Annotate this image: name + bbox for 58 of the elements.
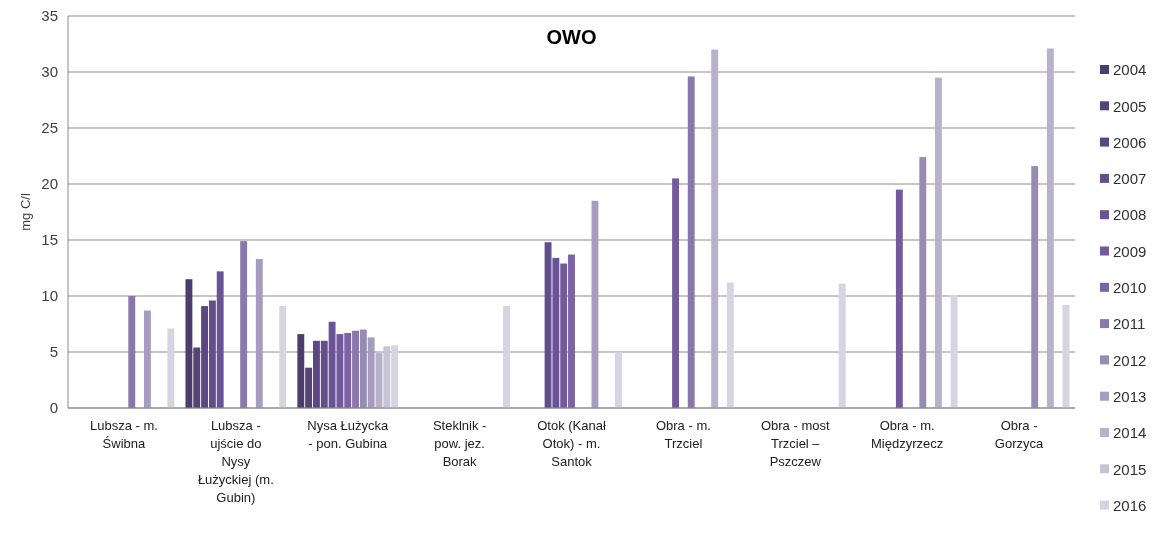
bar	[711, 49, 719, 408]
x-tick-label: Obra - m. Trzciel	[655, 418, 711, 451]
bar	[919, 157, 927, 408]
y-axis-title: mg C/l	[18, 193, 33, 231]
bar	[185, 279, 193, 408]
x-tick-label: Lubsza - m. Świbna	[89, 418, 158, 451]
legend-label: 2014	[1113, 424, 1147, 442]
legend-label: 2008	[1113, 206, 1147, 224]
legend-label: 2016	[1113, 496, 1147, 514]
bar	[935, 77, 942, 408]
x-tick-label: Obra - m. Międzyrzecz	[871, 418, 944, 451]
legend-label: 2015	[1113, 460, 1147, 478]
legend-label: 2006	[1113, 133, 1147, 151]
x-tick-label: Steklnik - pow. jez. Borak	[432, 418, 487, 469]
bar	[391, 345, 399, 408]
y-tick-label: 0	[49, 399, 58, 417]
legend-label: 2012	[1113, 351, 1147, 369]
y-tick-label: 15	[41, 231, 58, 249]
bar	[240, 241, 248, 408]
bar	[687, 76, 695, 408]
legend-label: 2011	[1113, 315, 1146, 333]
bar	[838, 283, 846, 408]
legend-label: 2007	[1113, 170, 1147, 188]
text: OWO	[546, 26, 597, 48]
bar	[672, 178, 680, 408]
bar	[895, 189, 903, 408]
legend-label: 2010	[1113, 279, 1147, 297]
bar	[383, 346, 391, 408]
bar	[1046, 48, 1054, 408]
legend-label: 2005	[1113, 97, 1147, 115]
y-tick-label: 20	[41, 175, 58, 193]
x-tick-label: Otok (Kanał Otok) - m. Santok	[537, 418, 606, 469]
legend-label: 2004	[1113, 61, 1147, 79]
bar	[352, 330, 359, 408]
bar	[1031, 166, 1039, 408]
y-tick-label: 5	[49, 343, 58, 361]
y-tick-label: 10	[41, 287, 58, 305]
y-tick-label: 25	[41, 119, 58, 137]
bar	[726, 282, 734, 408]
x-tick-label: Obra - most Trzciel – Pszczew	[760, 418, 830, 469]
legend-label: 2009	[1113, 242, 1147, 260]
bar	[367, 337, 375, 408]
bar	[143, 310, 151, 408]
bar	[950, 294, 958, 408]
bar	[614, 352, 622, 408]
legend-label: 2013	[1113, 387, 1147, 405]
bar	[297, 334, 305, 408]
bar	[128, 296, 136, 408]
bar	[503, 306, 510, 408]
bar	[167, 328, 175, 408]
bar	[359, 329, 367, 408]
x-tick-label: Obra - Gorzyca	[994, 418, 1045, 451]
bar	[279, 306, 287, 408]
y-tick-label: 35	[41, 7, 58, 25]
y-tick-label: 30	[41, 63, 58, 81]
x-tick-label: Lubsza - ujście do Nysy Łużyckiej (m. Gubin)	[197, 418, 274, 505]
x-tick-label: Nysa Łużycka - pon. Gubina	[307, 418, 389, 451]
bar	[255, 259, 263, 408]
